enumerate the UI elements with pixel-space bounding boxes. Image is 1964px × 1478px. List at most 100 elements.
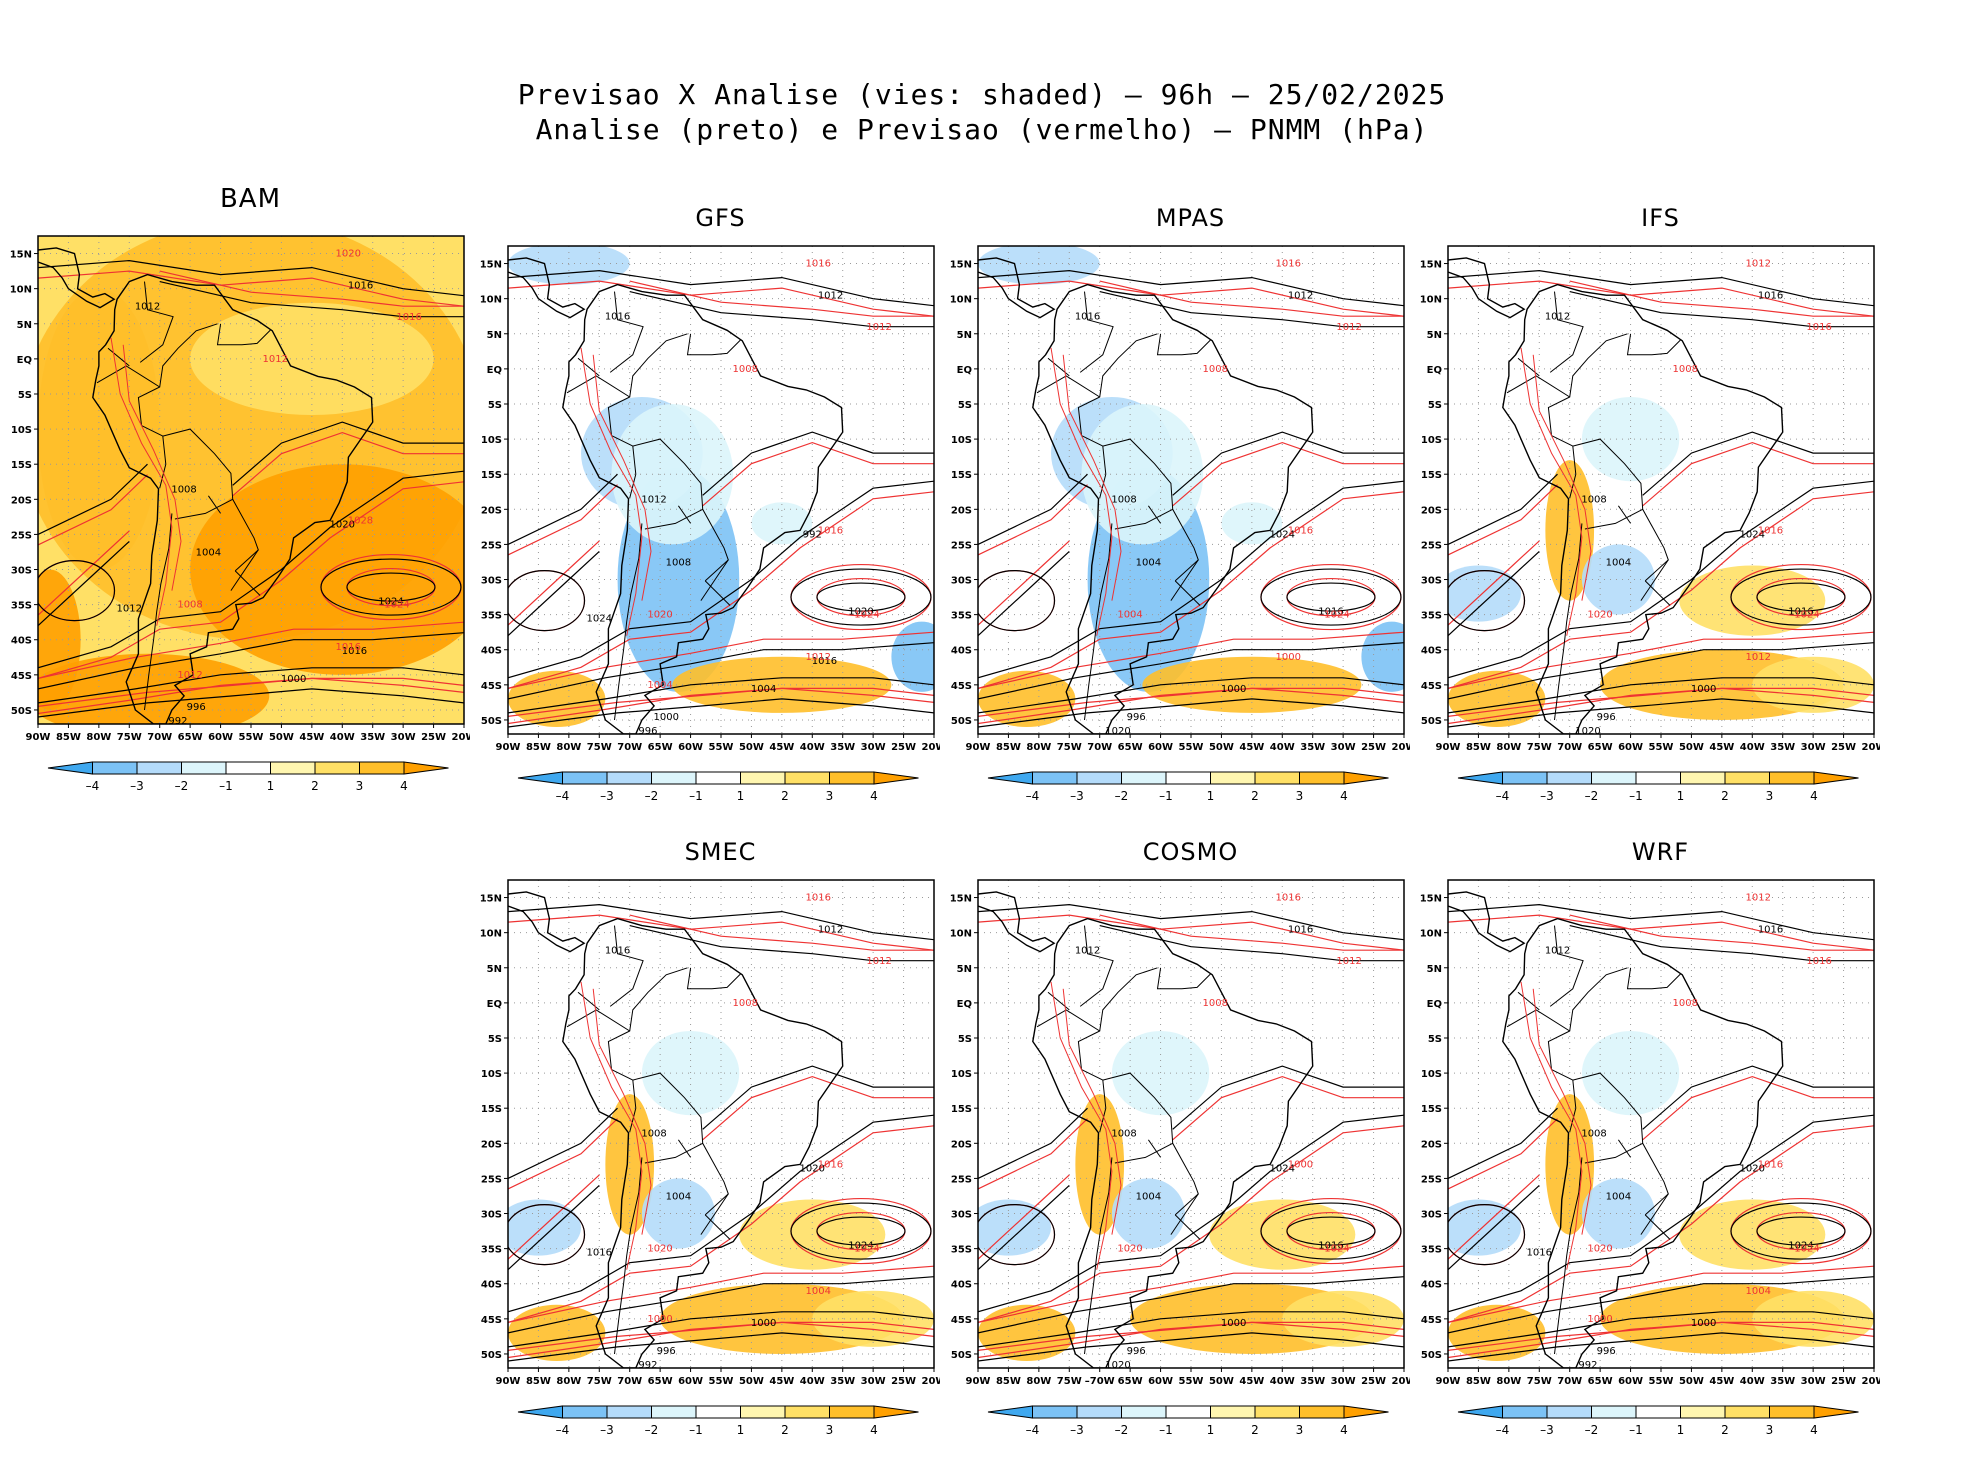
analysis-contour-label: 992: [803, 529, 822, 540]
colorbar-tick-label: –3: [1070, 1423, 1084, 1437]
bias-shade-region: [641, 1030, 740, 1116]
colorbar-tick-label: –3: [1070, 789, 1084, 803]
lon-tick-label: 35W: [1300, 742, 1325, 753]
colorbar-tick-label: 3: [1766, 789, 1774, 803]
lat-tick-label: 15N: [480, 894, 502, 905]
lon-tick-label: 70W: [1087, 742, 1112, 753]
lat-tick-label: 15S: [11, 460, 32, 471]
panel-title: BAM: [219, 184, 282, 214]
analysis-contour-label: 996: [187, 702, 206, 713]
analysis-contour-label: 992: [168, 716, 187, 727]
forecast-contour-label: 1016: [818, 1159, 843, 1170]
south-america-coastline: [92, 273, 374, 724]
lon-tick-label: 90W: [1436, 742, 1461, 753]
forecast-contour-label: 1016: [806, 893, 831, 904]
analysis-contour-label: 996: [657, 1346, 676, 1357]
bias-map: 1012101610121008100410009969921020102410…: [480, 245, 940, 753]
forecast-contour-label: 1016: [336, 642, 361, 653]
lat-tick-label: 15S: [1421, 1104, 1442, 1115]
forecast-contour-label: 1016: [806, 259, 831, 270]
forecast-contour-label: 1024: [1324, 1244, 1349, 1255]
forecast-contour-label: 1024: [854, 1244, 879, 1255]
lon-tick-label: 75W: [587, 1376, 612, 1387]
colorbar-tick-label: 1: [1207, 789, 1215, 803]
colorbar-tick-label: –4: [556, 789, 570, 803]
lat-tick-label: 15S: [1421, 470, 1442, 481]
panel-wrf: WRF 1016 1012 1008 1004 1000 996 992 1020 1024 101…: [1410, 838, 1880, 1478]
colorbar-tick-label: –3: [1540, 1423, 1554, 1437]
colorbar-tick-label: –2: [1115, 1423, 1129, 1437]
lon-tick-label: 55W: [709, 1376, 734, 1387]
analysis-contour-label: 1000: [654, 712, 679, 723]
forecast-contour-label: 1012: [177, 670, 202, 681]
lon-tick-label: 80W: [1026, 742, 1051, 753]
bias-map: 1016101210081004100099699210201024101610…: [1420, 879, 1880, 1387]
colorbar-tick-label: –1: [1159, 1423, 1173, 1437]
bias-shade-region: [1581, 396, 1680, 482]
lon-tick-label: 30W: [1331, 742, 1356, 753]
forecast-contour-label: 1020: [1587, 1244, 1612, 1255]
lon-tick-label: 55W: [1179, 1376, 1204, 1387]
colorbar-tick-label: –1: [1629, 1423, 1643, 1437]
lat-tick-label: EQ: [1427, 365, 1442, 376]
colorbar-tick-label: 1: [1207, 1423, 1215, 1437]
colorbar: –4 –3 –2 –1 1 2 3 4: [1457, 771, 1859, 803]
bias-shade-region: [1581, 1178, 1655, 1249]
lat-tick-label: 10N: [1420, 295, 1442, 306]
analysis-contour-label: 1024: [1788, 1241, 1813, 1252]
lon-tick-label: 25W: [1831, 1376, 1856, 1387]
lon-tick-label: 90W: [496, 1376, 521, 1387]
lat-tick-label: 30S: [1421, 1210, 1442, 1221]
panel-smec: SMEC 1012 1016 1008 1004 1000 996 992 1020 1024 10…: [470, 838, 940, 1478]
colorbar-tick-label: 3: [356, 779, 364, 793]
analysis-contour-label: 1016: [1318, 1241, 1343, 1252]
analysis-contour-label: 996: [1127, 712, 1146, 723]
colorbar: –4 –3 –2 –1 1 2 3 4: [47, 761, 449, 793]
lon-tick-label: 50W: [1679, 742, 1704, 753]
analysis-contour-label: 1016: [1318, 607, 1343, 618]
forecast-contour-label: 1000: [1288, 1159, 1313, 1170]
lon-tick-label: 85W: [526, 742, 551, 753]
analysis-contour-label: 1004: [1606, 557, 1631, 568]
lat-tick-label: 5N: [487, 330, 502, 341]
lat-tick-label: 45S: [951, 681, 972, 692]
panel-cosmo: COSMO 1016 1012 1008 1004 1000 996 1020 1024 1016…: [940, 838, 1410, 1478]
lon-tick-label: 35W: [1300, 1376, 1325, 1387]
lon-tick-label: 60W: [1148, 1376, 1173, 1387]
analysis-contour-label: 1004: [1606, 1191, 1631, 1202]
lon-tick-label: 25W: [421, 732, 446, 743]
analysis-contour-label: 1000: [1691, 684, 1716, 695]
lon-tick-label: 65W: [178, 732, 203, 743]
lon-tick-label: 65W: [1118, 742, 1143, 753]
forecast-contour-label: 1004: [647, 680, 672, 691]
lat-tick-label: 5S: [18, 390, 32, 401]
bias-shade-region: [605, 1094, 655, 1235]
lat-tick-label: 15N: [950, 260, 972, 271]
lat-tick-label: 10S: [1421, 1069, 1442, 1080]
forecast-contour-label: 1016: [818, 525, 843, 536]
bias-shade-region: [1361, 621, 1404, 692]
lat-tick-label: 20S: [951, 1139, 972, 1150]
colorbar-tick-label: 4: [1340, 1423, 1348, 1437]
forecast-contour-label: 1008: [1673, 364, 1698, 375]
colorbar-tick-label: –4: [86, 779, 100, 793]
lat-tick-label: 20S: [1421, 1139, 1442, 1150]
bias-shade-region: [38, 653, 270, 724]
forecast-contour-label: 1008: [733, 998, 758, 1009]
colorbar-tick-label: –3: [1540, 789, 1554, 803]
lat-tick-label: 25S: [1421, 540, 1442, 551]
lat-tick-label: 15S: [951, 470, 972, 481]
lon-tick-label: 20W: [922, 742, 940, 753]
analysis-contour-label: 1012: [1288, 291, 1313, 302]
colorbar-tick-label: –2: [1585, 1423, 1599, 1437]
lat-tick-label: 5S: [958, 1034, 972, 1045]
lat-tick-label: 50S: [11, 706, 32, 717]
analysis-contour-label: 1016: [1788, 607, 1813, 618]
lat-tick-label: 10S: [481, 435, 502, 446]
colorbar-tick-label: –2: [645, 1423, 659, 1437]
lon-tick-label: 85W: [1466, 742, 1491, 753]
analysis-contour-label: 1020: [1105, 1360, 1130, 1371]
lat-tick-label: 15N: [10, 250, 32, 261]
bias-shade-region: [1075, 1094, 1125, 1235]
